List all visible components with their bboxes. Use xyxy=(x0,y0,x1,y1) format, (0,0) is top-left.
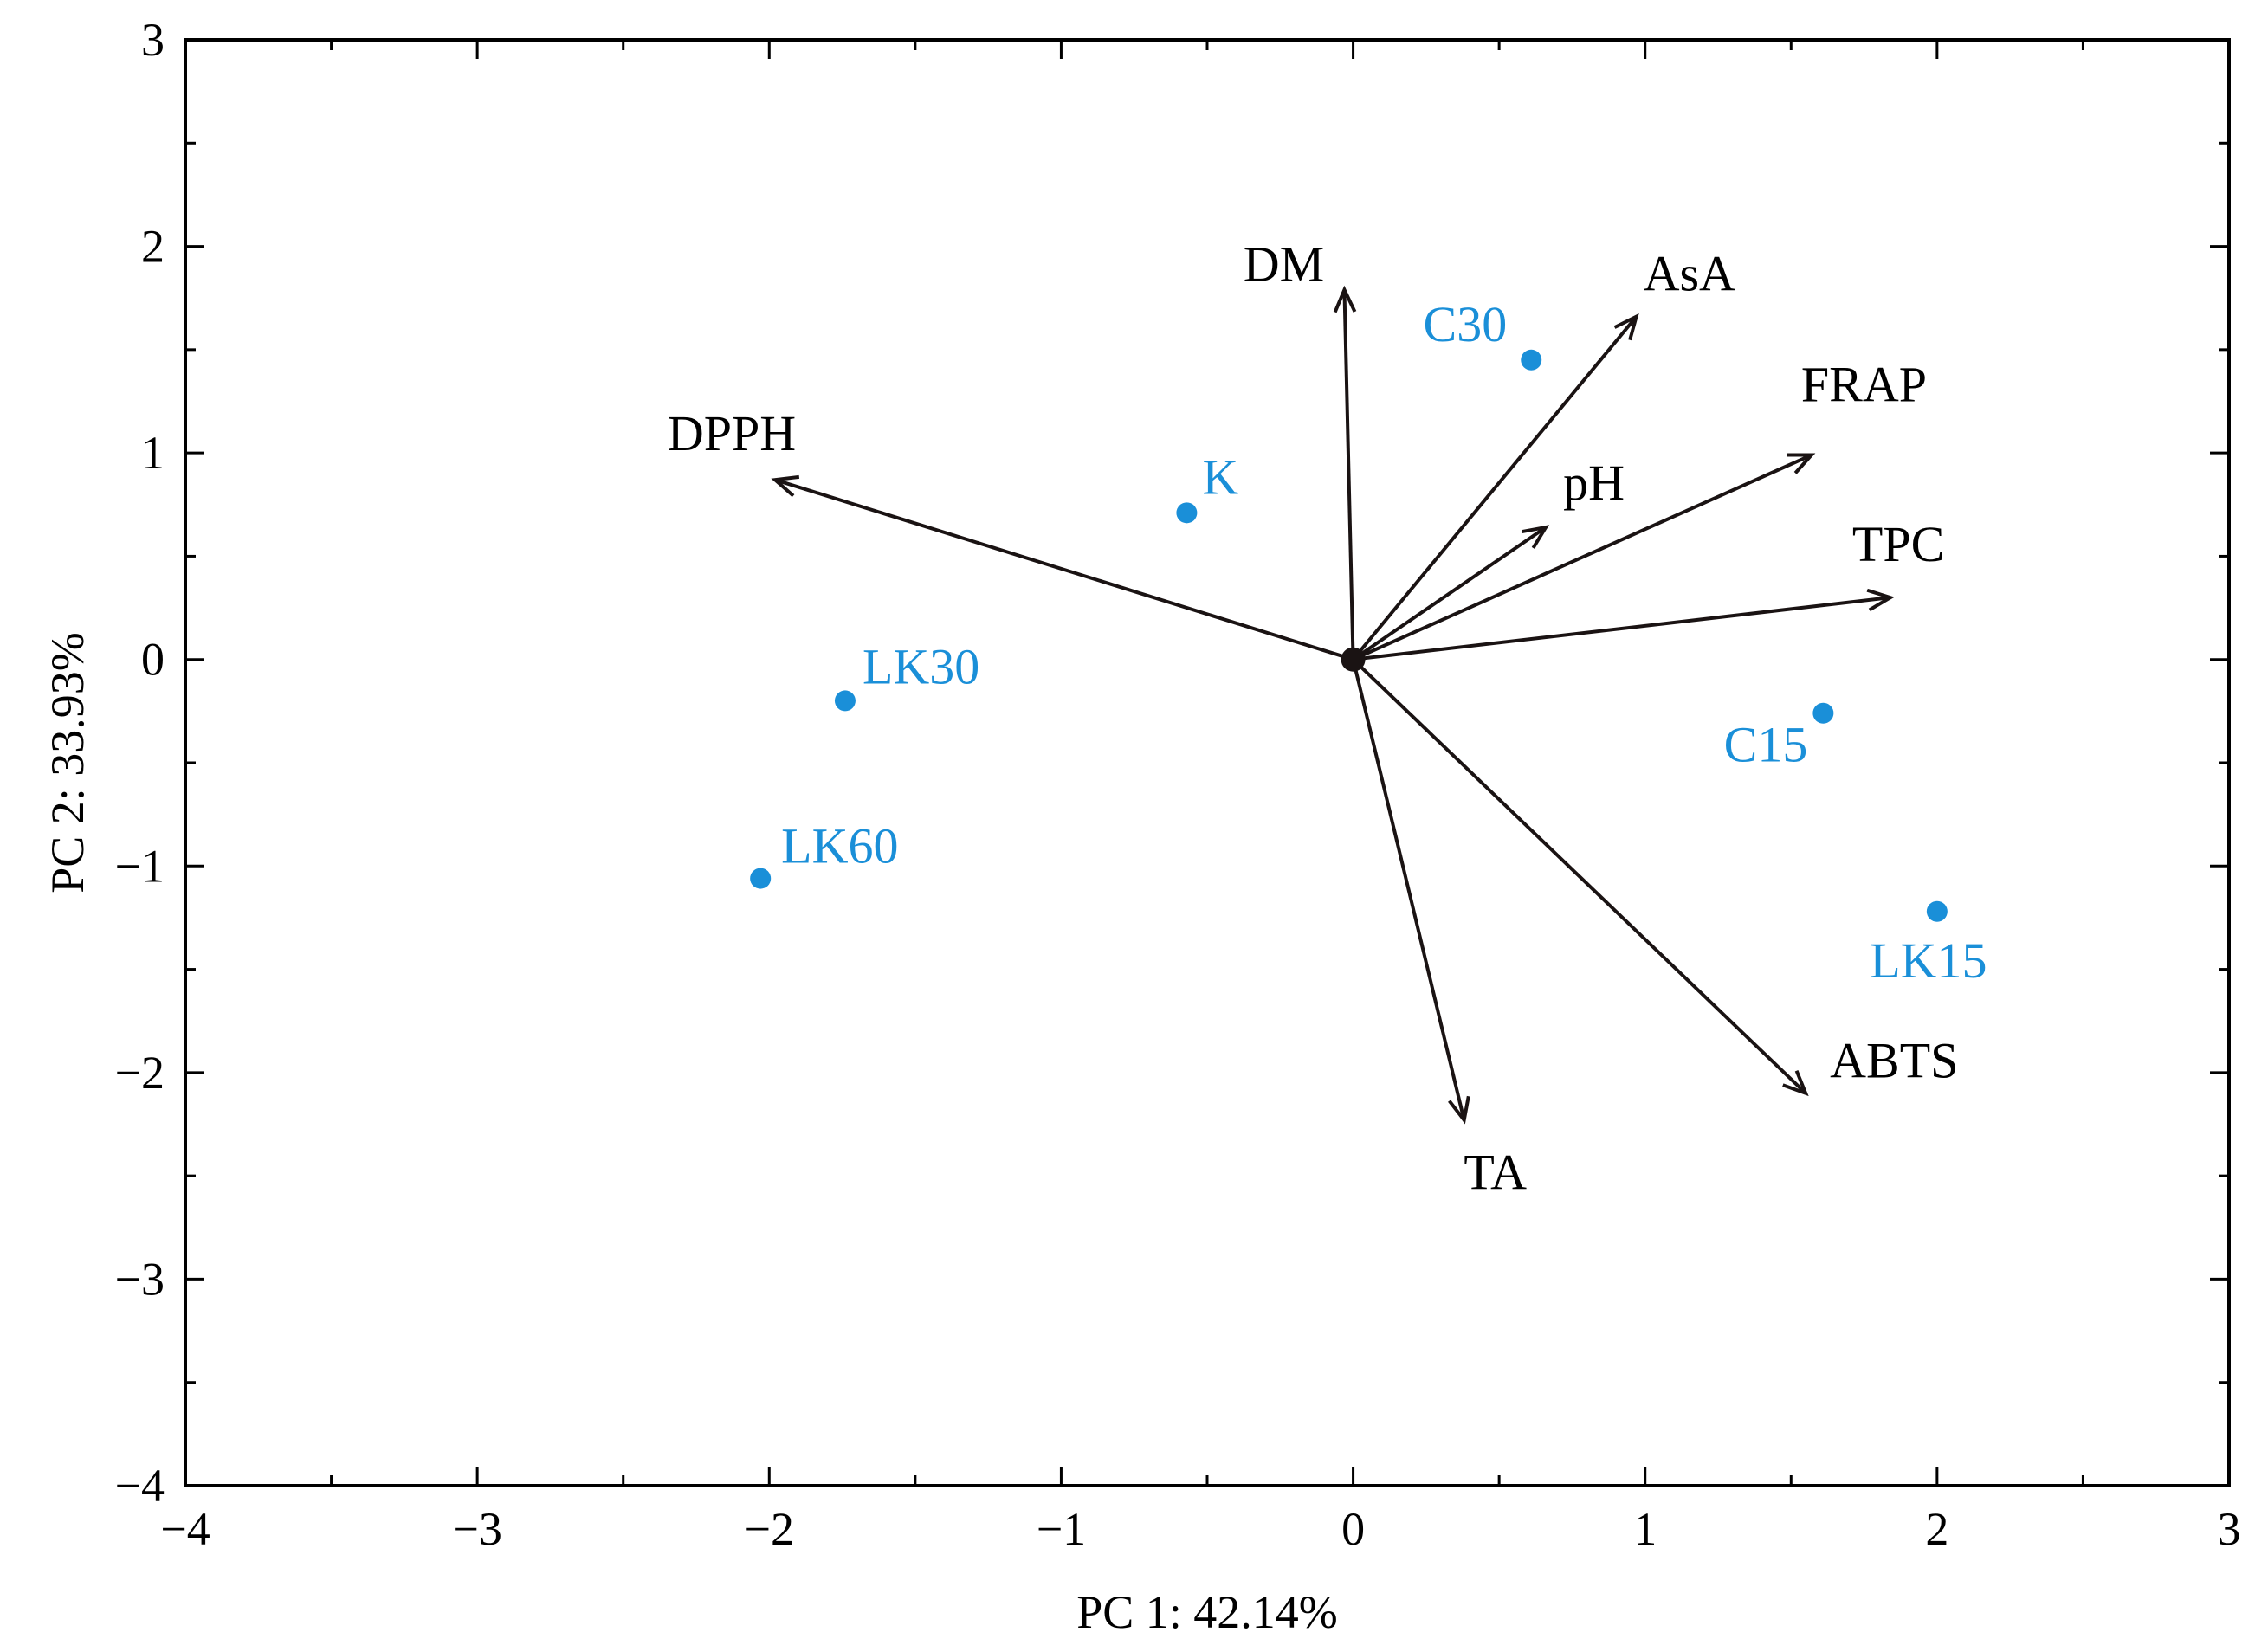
vector-arrowhead-ta xyxy=(1448,1095,1470,1125)
y-tick-label: −3 xyxy=(115,1253,165,1305)
vector-tpc xyxy=(1353,596,1891,661)
vector-arrowhead-ph xyxy=(1522,525,1550,549)
x-tick-label: −1 xyxy=(1037,1503,1086,1555)
vector-arrowhead-tpc xyxy=(1866,588,1895,612)
point-c15 xyxy=(1812,702,1834,724)
point-label-lk60: LK60 xyxy=(781,818,898,874)
plot-frame xyxy=(184,38,2231,1487)
y-tick-label: −2 xyxy=(115,1047,165,1099)
vector-arrowhead-asa xyxy=(1613,313,1639,341)
y-tick-label: 3 xyxy=(141,14,165,66)
vector-ph xyxy=(1352,526,1548,661)
vector-abts xyxy=(1352,658,1807,1095)
vector-label-abts: ABTS xyxy=(1830,1033,1958,1089)
vector-label-tpc: TPC xyxy=(1852,516,1944,572)
y-tick-label: −4 xyxy=(115,1460,165,1512)
x-tick-label: −2 xyxy=(745,1503,794,1555)
vector-arrowhead-dpph xyxy=(771,474,800,498)
x-tick-label: 0 xyxy=(1341,1503,1365,1555)
x-tick-label: −3 xyxy=(452,1503,501,1555)
point-label-k: K xyxy=(1202,448,1238,505)
point-label-lk15: LK15 xyxy=(1870,932,1987,989)
point-label-lk30: LK30 xyxy=(863,638,979,694)
loading-vectors: DM AsA FRAP pH TPC DPPH TA ABTS xyxy=(668,236,1959,1201)
point-label-c30: C30 xyxy=(1424,296,1508,352)
vector-arrowhead-frap xyxy=(1787,453,1816,474)
point-lk15 xyxy=(1926,900,1948,922)
x-tick-label: 1 xyxy=(1633,1503,1657,1555)
score-points: C30 K LK30 LK60 C15 LK15 xyxy=(750,296,1987,989)
vector-label-asa: AsA xyxy=(1644,246,1735,302)
point-c30 xyxy=(1521,349,1542,371)
vector-asa xyxy=(1352,315,1638,661)
x-tick-label: −4 xyxy=(160,1503,210,1555)
point-lk60 xyxy=(750,868,772,889)
y-tick-label: −1 xyxy=(115,840,165,892)
vector-label-ph: pH xyxy=(1563,455,1625,511)
vector-label-dpph: DPPH xyxy=(668,405,796,461)
axis-ticks: −4 −3 −2 −1 0 1 2 3 −4 −3 −2 −1 0 1 2 3 xyxy=(115,14,2241,1555)
vector-ta xyxy=(1351,659,1466,1121)
y-tick-label: 1 xyxy=(141,427,165,479)
vector-frap xyxy=(1352,453,1812,661)
origin-dot xyxy=(1341,647,1366,672)
point-label-c15: C15 xyxy=(1724,717,1808,773)
y-tick-label: 0 xyxy=(141,634,165,686)
vector-label-dm: DM xyxy=(1244,236,1324,293)
vector-label-ta: TA xyxy=(1464,1145,1527,1201)
x-tick-label: 2 xyxy=(1925,1503,1948,1555)
x-tick-label: 3 xyxy=(2218,1503,2241,1555)
vector-arrowhead-dm xyxy=(1333,285,1357,313)
y-tick-label: 2 xyxy=(141,221,165,273)
vector-arrowhead-abts xyxy=(1782,1070,1809,1097)
y-axis-label: PC 2: 33.93% xyxy=(42,632,94,893)
vector-label-frap: FRAP xyxy=(1801,357,1927,413)
x-axis-label: PC 1: 42.14% xyxy=(1076,1586,1338,1638)
vector-dpph xyxy=(774,478,1354,661)
vector-dm xyxy=(1342,289,1355,660)
point-lk30 xyxy=(834,690,856,712)
point-k xyxy=(1176,502,1198,524)
